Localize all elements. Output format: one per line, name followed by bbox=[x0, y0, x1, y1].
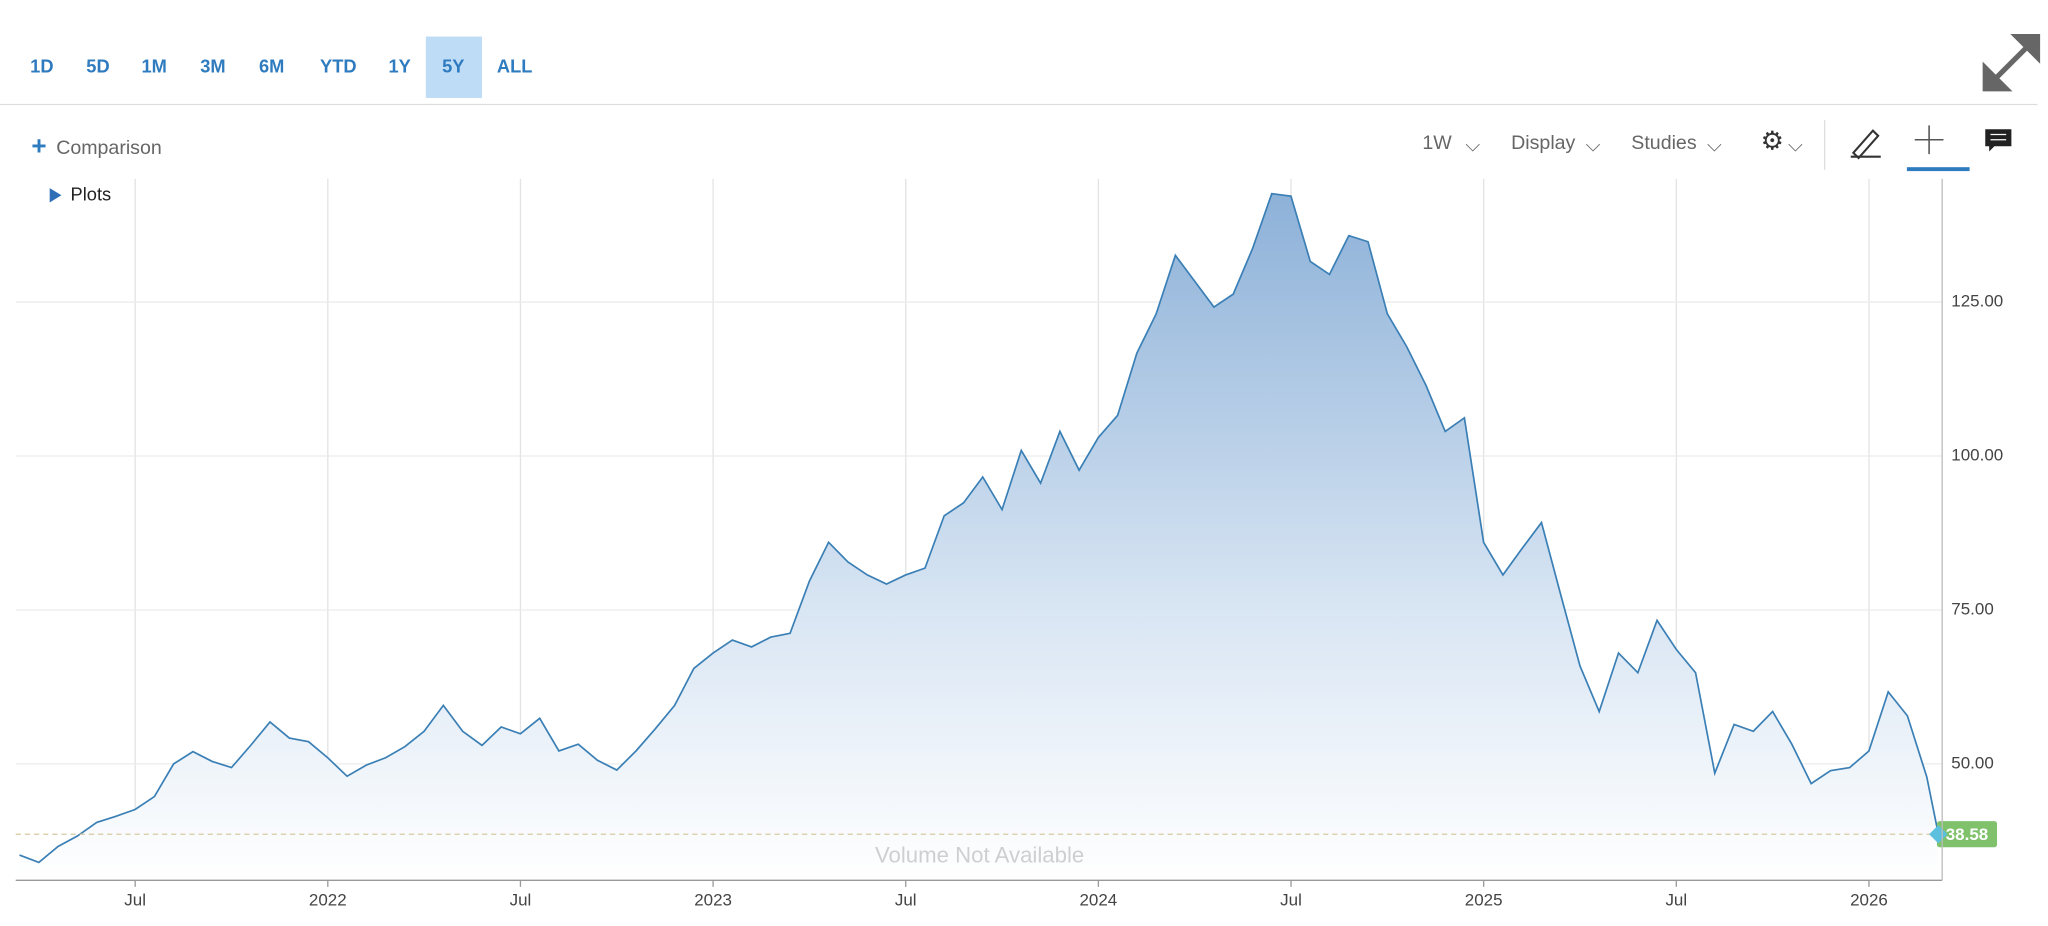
interval-button[interactable]: 1W bbox=[1422, 132, 1452, 154]
x-tick-label: Jul bbox=[510, 891, 532, 910]
x-tick-label: Jul bbox=[1280, 891, 1302, 910]
volume-note: Volume Not Available bbox=[875, 843, 1084, 868]
range-button[interactable]: YTD bbox=[320, 56, 357, 77]
range-button[interactable]: 1M bbox=[141, 56, 166, 77]
chevron: ⌵ bbox=[1465, 134, 1480, 156]
range-active-bg bbox=[425, 36, 482, 98]
x-tick-label: 2026 bbox=[1850, 891, 1888, 910]
range-button[interactable]: 3M bbox=[200, 56, 225, 77]
studies-button[interactable]: Studies bbox=[1631, 132, 1697, 154]
comparison-button[interactable]: Comparison bbox=[56, 137, 162, 159]
plots-toggle[interactable]: Plots bbox=[71, 184, 112, 205]
y-tick-label: 75.00 bbox=[1951, 599, 1993, 618]
x-tick-label: Jul bbox=[124, 891, 146, 910]
plot: Jul 2022 Jul 2023 Jul 2024 Jul 2025 Jul 2026 50.00… bbox=[15, 178, 2003, 910]
range-bar: 1D 5D 1M 3M 6M YTD 1Y 5Y ALL bbox=[30, 36, 533, 98]
range-button[interactable]: 6M bbox=[259, 56, 284, 77]
x-tick-label: 2024 bbox=[1080, 891, 1118, 910]
y-tick-label: 125.00 bbox=[1951, 292, 2003, 311]
x-tick-label: Jul bbox=[895, 891, 917, 910]
x-tick-label: 2023 bbox=[694, 891, 732, 910]
last-price-label-bg bbox=[1936, 821, 1998, 848]
crosshair-icon[interactable] bbox=[1914, 125, 1944, 155]
x-tick-label: 2025 bbox=[1465, 891, 1503, 910]
display-button[interactable]: Display bbox=[1511, 132, 1575, 154]
active-tool-underline bbox=[1906, 167, 1970, 172]
x-tick-label: Jul bbox=[1665, 891, 1687, 910]
price-line bbox=[19, 192, 1940, 864]
last-price-marker bbox=[1929, 825, 1948, 844]
range-button[interactable]: 1Y bbox=[389, 56, 411, 77]
comment-icon[interactable] bbox=[1985, 129, 2012, 152]
y-tick-label: 100.00 bbox=[1951, 446, 2003, 465]
plus-icon[interactable]: + bbox=[31, 130, 46, 160]
x-tick-label: 2022 bbox=[309, 891, 347, 910]
chevron: ⌵ bbox=[1586, 134, 1601, 156]
area-fill bbox=[19, 193, 1939, 881]
range-button[interactable]: 5D bbox=[86, 56, 109, 77]
range-button[interactable]: ALL bbox=[497, 56, 533, 77]
y-tick-label: 50.00 bbox=[1951, 753, 1993, 772]
chevron: ⌵ bbox=[1707, 134, 1722, 156]
range-button[interactable]: 5Y bbox=[442, 56, 464, 77]
expand-icon[interactable] bbox=[1982, 33, 2041, 92]
settings-icon[interactable]: ⚙ bbox=[1761, 125, 1784, 155]
range-button[interactable]: 1D bbox=[30, 56, 53, 77]
chevron: ⌵ bbox=[1788, 134, 1803, 156]
draw-icon[interactable] bbox=[1850, 129, 1881, 160]
plots-arrow[interactable] bbox=[49, 188, 62, 203]
last-price-label: 38.58 bbox=[1946, 825, 1988, 844]
